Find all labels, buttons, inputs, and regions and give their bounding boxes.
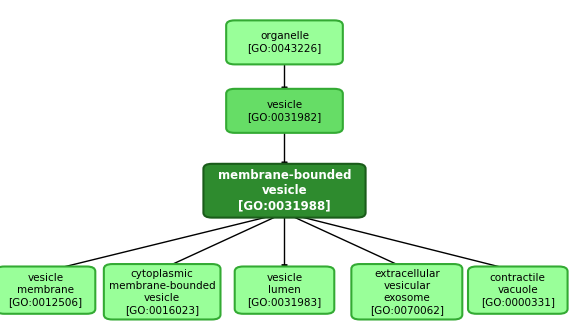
Text: cytoplasmic
membrane-bounded
vesicle
[GO:0016023]: cytoplasmic membrane-bounded vesicle [GO… <box>109 269 216 315</box>
FancyBboxPatch shape <box>351 264 462 319</box>
FancyBboxPatch shape <box>468 267 567 314</box>
Text: contractile
vacuole
[GO:0000331]: contractile vacuole [GO:0000331] <box>481 273 555 307</box>
FancyBboxPatch shape <box>104 264 220 319</box>
Text: organelle
[GO:0043226]: organelle [GO:0043226] <box>248 31 321 53</box>
FancyBboxPatch shape <box>204 164 366 218</box>
FancyBboxPatch shape <box>0 267 95 314</box>
Text: extracellular
vesicular
exosome
[GO:0070062]: extracellular vesicular exosome [GO:0070… <box>370 269 444 315</box>
Text: membrane-bounded
vesicle
[GO:0031988]: membrane-bounded vesicle [GO:0031988] <box>218 169 351 213</box>
FancyBboxPatch shape <box>226 89 343 133</box>
Text: vesicle
lumen
[GO:0031983]: vesicle lumen [GO:0031983] <box>248 273 321 307</box>
FancyBboxPatch shape <box>234 267 334 314</box>
Text: vesicle
membrane
[GO:0012506]: vesicle membrane [GO:0012506] <box>9 273 83 307</box>
FancyBboxPatch shape <box>226 20 343 64</box>
Text: vesicle
[GO:0031982]: vesicle [GO:0031982] <box>248 100 321 122</box>
